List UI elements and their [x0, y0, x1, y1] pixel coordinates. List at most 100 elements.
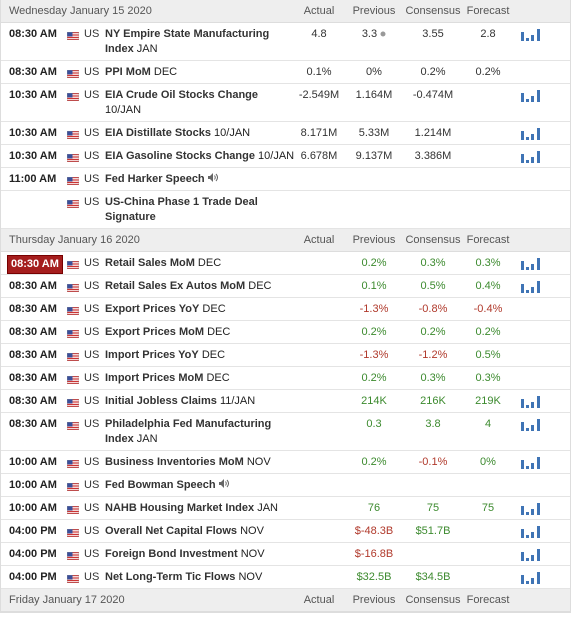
event-title: Net Long-Term Tic Flows	[105, 571, 236, 583]
flag	[66, 504, 80, 519]
event-period: DEC	[201, 349, 226, 361]
us-flag	[66, 199, 80, 209]
us-flag	[66, 153, 80, 163]
us-flag	[66, 260, 80, 270]
value-actual: -2.549M	[298, 89, 340, 101]
event-name: Foreign Bond Investment NOV	[105, 547, 295, 562]
value-consensus: -1.2%	[418, 349, 448, 361]
country: US	[84, 173, 100, 185]
event-time: 11:00 AM	[9, 173, 57, 185]
value-previous: 214K	[361, 395, 387, 407]
event-time: 08:30 AM	[9, 372, 57, 384]
column-header: Previous	[352, 594, 396, 606]
country: US	[84, 66, 100, 78]
event-title: US-China Phase 1 Trade Deal Signature	[105, 196, 258, 223]
column-header: Consensus	[405, 5, 461, 17]
event-period: NOV	[238, 571, 263, 583]
event-row: 08:30 AM US Import Prices YoY DEC -1.3% -1.2…	[1, 344, 570, 367]
event-row: 08:30 AM US Retail Sales MoM DEC 0.2% 0.3% 0.…	[1, 252, 570, 275]
country: US	[84, 548, 100, 560]
event-name: Overall Net Capital Flows NOV	[105, 524, 295, 539]
value-consensus: 3.386M	[414, 150, 452, 162]
value-forecast: 0%	[480, 456, 496, 468]
event-title: Retail Sales MoM	[105, 257, 195, 269]
mini-chart	[521, 526, 540, 538]
country: US	[84, 280, 100, 292]
country: US	[84, 326, 100, 338]
country: US	[84, 418, 100, 430]
value-actual: 8.171M	[300, 127, 338, 139]
value-forecast: 4	[484, 418, 492, 430]
event-period: NOV	[240, 548, 265, 560]
value-forecast: 0.2%	[475, 326, 501, 338]
event-period: JAN	[257, 502, 278, 514]
value-previous: -1.3%	[359, 303, 389, 315]
event-row: 08:30 AM US Philadelphia Fed Manufacturing…	[1, 413, 570, 451]
calendar: Wednesday January 15 2020 Actual Previous C…	[0, 0, 571, 613]
event-time: 08:30 AM	[9, 326, 57, 338]
event-row: 04:00 PM US Net Long-Term Tic Flows NOV $32…	[1, 566, 570, 589]
value-consensus: 0.2%	[420, 66, 446, 78]
flag	[66, 152, 80, 167]
value-consensus: -0.8%	[418, 303, 448, 315]
us-flag	[66, 505, 80, 515]
mini-chart	[521, 503, 543, 520]
us-flag	[66, 92, 80, 102]
mini-chart	[521, 90, 543, 107]
us-flag	[66, 176, 80, 186]
value-forecast: 0.5%	[475, 349, 501, 361]
mini-chart	[521, 396, 540, 408]
country: US	[84, 502, 100, 514]
day-date: Wednesday January 15 2020	[9, 5, 152, 17]
event-time: 10:30 AM	[9, 127, 57, 139]
event-time: 08:30 AM	[9, 66, 57, 78]
event-period: 10/JAN	[258, 150, 295, 162]
value-previous: $-48.3B	[354, 525, 394, 537]
mini-chart	[521, 281, 540, 293]
value-forecast: 2.8	[480, 28, 496, 40]
event-period: DEC	[197, 257, 222, 269]
flag	[66, 527, 80, 542]
value-previous: 9.137M	[355, 150, 393, 162]
value-consensus: 75	[426, 502, 440, 514]
value-actual: 0.1%	[306, 66, 332, 78]
flag	[66, 550, 80, 565]
event-row: 10:00 AM US Business Inventories MoM NOV 0.…	[1, 451, 570, 474]
us-flag	[66, 283, 80, 293]
event-time: 08:30 AM	[9, 303, 57, 315]
value-actual: 6.678M	[300, 150, 338, 162]
mini-chart	[521, 549, 540, 561]
event-row: 04:00 PM US Foreign Bond Investment NOV $-1…	[1, 543, 570, 566]
speech-icon	[218, 479, 229, 488]
flag	[66, 481, 80, 496]
event-time: 08:30 AM	[7, 255, 63, 274]
mini-chart	[521, 457, 540, 469]
column-header: Actual	[303, 5, 335, 17]
event-name: EIA Gasoline Stocks Change 10/JAN	[105, 149, 295, 164]
event-time: 10:30 AM	[9, 89, 57, 101]
mini-chart	[521, 258, 543, 275]
value-consensus: 0.5%	[420, 280, 446, 292]
us-flag	[66, 482, 80, 492]
column-header: Actual	[303, 594, 335, 606]
event-name: Fed Bowman Speech	[105, 478, 295, 493]
country: US	[84, 456, 100, 468]
value-previous: 5.33M	[358, 127, 390, 139]
speech-icon	[207, 173, 218, 182]
event-title: EIA Crude Oil Stocks Change	[105, 89, 259, 101]
event-name: Business Inventories MoM NOV	[105, 455, 295, 470]
mini-chart	[521, 572, 543, 589]
value-consensus: $34.5B	[415, 571, 451, 583]
event-title: Philadelphia Fed Manufacturing Index	[105, 418, 272, 445]
us-flag	[66, 421, 80, 431]
event-row: 11:00 AM US Fed Harker Speech	[1, 168, 570, 191]
event-name: EIA Distillate Stocks 10/JAN	[105, 126, 295, 141]
value-forecast: -0.4%	[473, 303, 503, 315]
us-flag	[66, 551, 80, 561]
event-row: 08:30 AM US Export Prices MoM DEC 0.2% 0.2% 0…	[1, 321, 570, 344]
value-forecast: 0.3%	[475, 257, 501, 269]
event-title: NAHB Housing Market Index	[105, 502, 255, 514]
event-title: Overall Net Capital Flows	[105, 525, 238, 537]
event-row: 10:00 AM US NAHB Housing Market Index JAN 7…	[1, 497, 570, 520]
value-previous: $-16.8B	[354, 548, 394, 560]
